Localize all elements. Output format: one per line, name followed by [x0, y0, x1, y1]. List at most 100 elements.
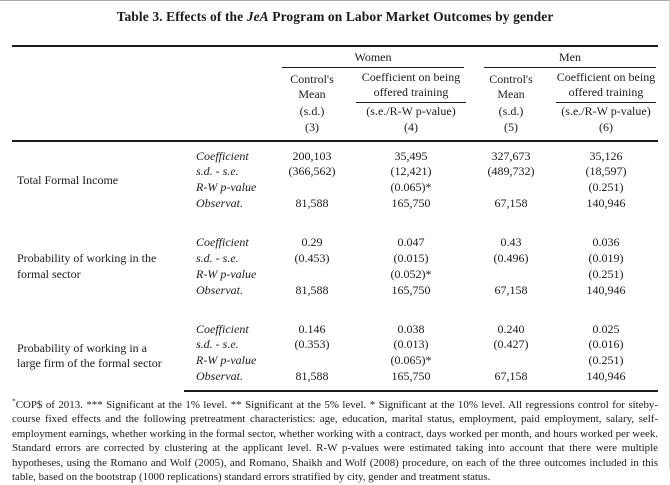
col-header-controls-line2: Mean — [270, 87, 354, 103]
stat-label: Observat. — [184, 369, 270, 391]
stat-label: Coefficient — [184, 228, 270, 251]
value-cell: (0.453) — [270, 251, 354, 267]
value-cell: (0.427) — [468, 337, 554, 353]
value-cell: 0.43 — [468, 228, 554, 251]
value-cell: 0.29 — [270, 228, 354, 251]
header-empty-cell — [12, 68, 270, 103]
value-cell: (0.065)* — [354, 180, 468, 196]
value-cell: 140,946 — [554, 196, 658, 212]
value-cell: 67,158 — [468, 196, 554, 212]
stat-label: Observat. — [184, 283, 270, 299]
group-header-men-label: Men — [484, 50, 656, 68]
value-cell: 81,588 — [270, 196, 354, 212]
col-header-coefficient-line2: offered training — [356, 85, 466, 101]
group-header-men: Men — [468, 46, 658, 68]
footnote-text: COP$ of 2013. *** Significant at the 1% … — [12, 399, 658, 484]
table-row: Probability of working in a large firm o… — [12, 315, 658, 338]
col-header-controls-line1: Control's — [270, 72, 354, 88]
stat-label: s.d. - s.e. — [184, 251, 270, 267]
value-cell: 0.240 — [468, 315, 554, 338]
spacer-row — [12, 299, 658, 315]
value-cell: 81,588 — [270, 283, 354, 299]
outcome-label-total-formal-income: Total Formal Income — [12, 141, 184, 213]
value-cell: 327,673 — [468, 141, 554, 165]
table-footnote: *COP$ of 2013. *** Significant at the 1%… — [12, 398, 658, 485]
value-cell: (0.015) — [354, 251, 468, 267]
value-cell: (489,732) — [468, 164, 554, 180]
table-title: Table 3. Effects of the JeA Program on L… — [12, 9, 658, 25]
value-cell: 165,750 — [354, 196, 468, 212]
value-cell: 35,126 — [554, 141, 658, 165]
stat-label: R-W p-value — [184, 267, 270, 283]
value-cell — [468, 353, 554, 369]
value-cell: (12,421) — [354, 164, 468, 180]
stat-label: Observat. — [184, 196, 270, 212]
table-row: Total Formal Income Coefficient 200,103 … — [12, 141, 658, 165]
col-subheader-se-women: (s.e./R-W p-value) — [354, 103, 468, 120]
table-body: Total Formal Income Coefficient 200,103 … — [12, 141, 658, 391]
col-number-5: (5) — [468, 119, 554, 141]
value-cell — [270, 353, 354, 369]
col-number-6: (6) — [554, 119, 658, 141]
value-cell: 0.036 — [554, 228, 658, 251]
col-header-controls-line2: Mean — [468, 87, 554, 103]
paper-page: Table 3. Effects of the JeA Program on L… — [0, 9, 670, 485]
col-header-controls-mean-men: Control's Mean — [468, 68, 554, 103]
header-empty-cell — [12, 103, 270, 120]
col-header-controls-mean-women: Control's Mean — [270, 68, 354, 103]
value-cell: 67,158 — [468, 369, 554, 391]
col-header-controls-line1: Control's — [468, 72, 554, 88]
col-subheader-sd-men: (s.d.) — [468, 103, 554, 120]
value-cell: 200,103 — [270, 141, 354, 165]
stat-label: R-W p-value — [184, 180, 270, 196]
value-cell: (0.019) — [554, 251, 658, 267]
col-number-4: (4) — [354, 119, 468, 141]
value-cell: (0.065)* — [354, 353, 468, 369]
col-header-coefficient-line2: offered training — [556, 85, 656, 101]
value-cell: (0.013) — [354, 337, 468, 353]
table-header: Women Men Control's Mean Coefficient on … — [12, 46, 658, 141]
group-header-women-label: Women — [282, 50, 464, 68]
spacer-row — [12, 212, 658, 228]
value-cell: (0.016) — [554, 337, 658, 353]
stat-label: s.d. - s.e. — [184, 337, 270, 353]
value-cell: 81,588 — [270, 369, 354, 391]
value-cell — [468, 267, 554, 283]
col-header-coefficient-line1: Coefficient on being — [556, 70, 656, 86]
value-cell: 140,946 — [554, 369, 658, 391]
value-cell: (366,562) — [270, 164, 354, 180]
value-cell: 140,946 — [554, 283, 658, 299]
col-subheader-sd-women: (s.d.) — [270, 103, 354, 120]
table-title-program-name: JeA — [247, 9, 269, 24]
header-empty-cell — [12, 119, 270, 141]
value-cell: (0.052)* — [354, 267, 468, 283]
value-cell: 0.146 — [270, 315, 354, 338]
col-header-coefficient-women-underline: Coefficient on being offered training — [356, 70, 466, 103]
value-cell — [468, 180, 554, 196]
stat-label: Coefficient — [184, 141, 270, 165]
outcome-label-large-firm: Probability of working in a large firm o… — [12, 315, 184, 391]
col-header-coefficient-women: Coefficient on being offered training — [354, 68, 468, 103]
col-header-coefficient-line1: Coefficient on being — [356, 70, 466, 86]
value-cell — [270, 267, 354, 283]
value-cell: 165,750 — [354, 369, 468, 391]
results-table: Women Men Control's Mean Coefficient on … — [12, 45, 658, 392]
spacer-cell — [12, 212, 658, 228]
value-cell: 0.038 — [354, 315, 468, 338]
table-row: Probability of working in the formal sec… — [12, 228, 658, 251]
stat-label: Coefficient — [184, 315, 270, 338]
value-cell: 0.047 — [354, 228, 468, 251]
value-cell: 35,495 — [354, 141, 468, 165]
stat-label: R-W p-value — [184, 353, 270, 369]
table-title-prefix: Table 3. Effects of the — [117, 9, 247, 24]
value-cell: (0.353) — [270, 337, 354, 353]
col-subheader-se-men: (s.e./R-W p-value) — [554, 103, 658, 120]
value-cell: (0.496) — [468, 251, 554, 267]
value-cell: (18,597) — [554, 164, 658, 180]
value-cell: (0.251) — [554, 180, 658, 196]
spacer-cell — [12, 299, 658, 315]
col-number-3: (3) — [270, 119, 354, 141]
value-cell — [270, 180, 354, 196]
value-cell: (0.251) — [554, 267, 658, 283]
col-header-coefficient-men: Coefficient on being offered training — [554, 68, 658, 103]
